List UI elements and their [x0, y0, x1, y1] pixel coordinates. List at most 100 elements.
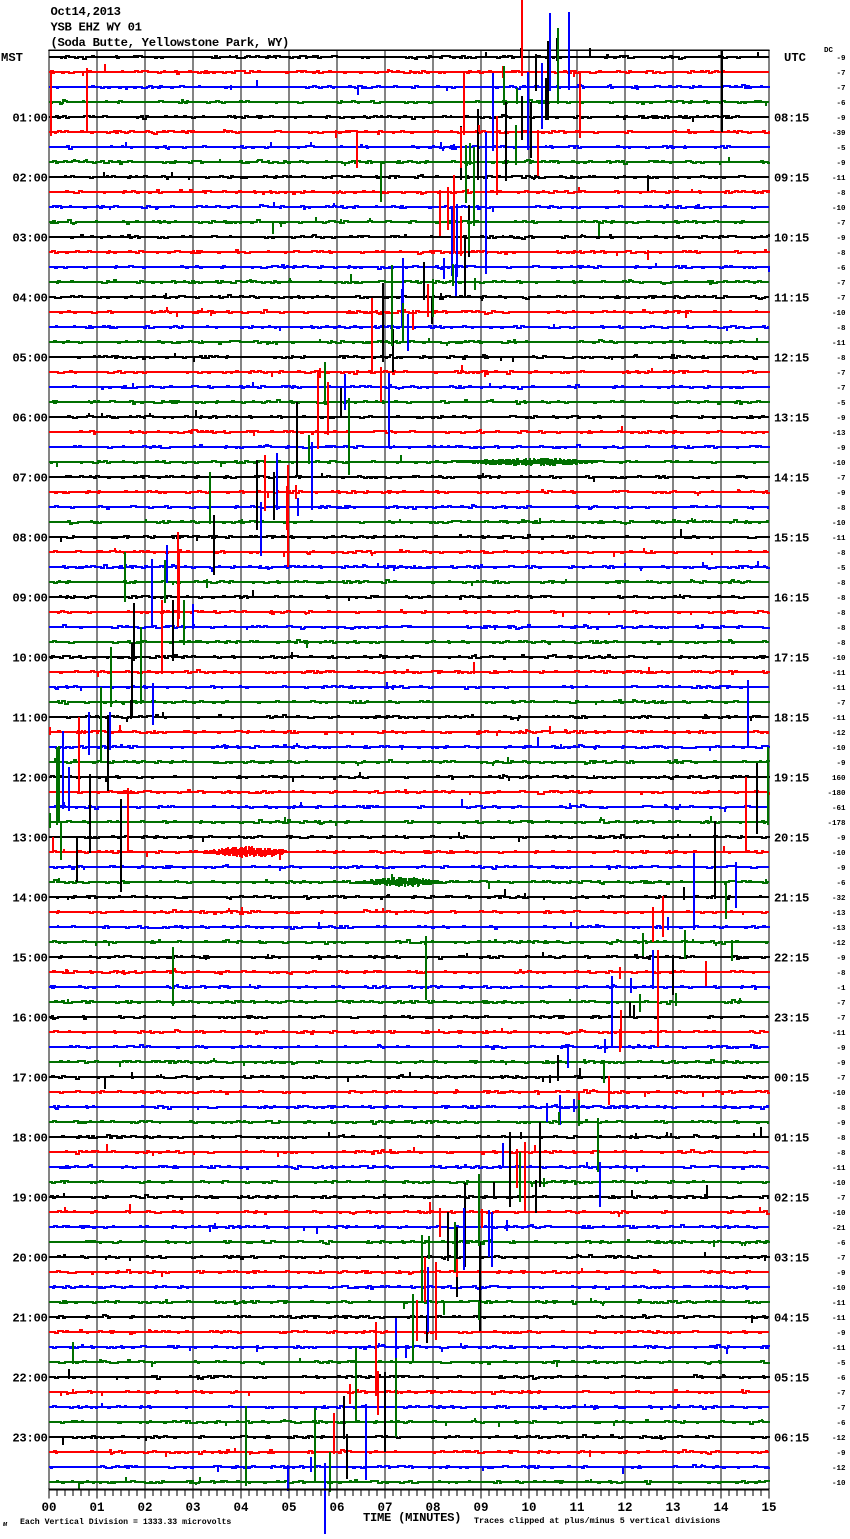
svg-text:Each Vertical Division = 1333.: Each Vertical Division = 1333.33 microvo…	[20, 1517, 231, 1527]
svg-text:-9: -9	[836, 1120, 846, 1128]
svg-text:-10: -10	[832, 310, 846, 318]
svg-text:06: 06	[329, 1501, 344, 1515]
svg-text:21:15: 21:15	[774, 892, 809, 906]
svg-text:160: 160	[832, 775, 846, 783]
svg-text:-5: -5	[836, 565, 846, 573]
svg-text:-8: -8	[836, 1150, 846, 1158]
svg-text:09:00: 09:00	[12, 592, 47, 606]
svg-text:19:00: 19:00	[12, 1192, 47, 1206]
svg-text:20:00: 20:00	[12, 1252, 47, 1266]
svg-text:-6: -6	[836, 1375, 846, 1383]
svg-text:-10: -10	[832, 1285, 846, 1293]
svg-text:04: 04	[233, 1501, 249, 1515]
svg-text:-12: -12	[832, 1465, 846, 1473]
svg-text:-10: -10	[832, 205, 846, 213]
svg-text:-9: -9	[836, 445, 846, 453]
svg-text:00:15: 00:15	[774, 1072, 809, 1086]
svg-text:-7: -7	[836, 1000, 845, 1008]
svg-text:-7: -7	[836, 295, 845, 303]
svg-text:UTC: UTC	[784, 51, 806, 65]
svg-text:00: 00	[41, 1501, 56, 1515]
svg-text:(Soda Butte, Yellowstone Park,: (Soda Butte, Yellowstone Park, WY)	[51, 36, 289, 50]
svg-text:-5: -5	[836, 1360, 846, 1368]
svg-text:04:00: 04:00	[12, 292, 47, 306]
svg-text:05:00: 05:00	[12, 352, 47, 366]
svg-text:-7: -7	[836, 700, 845, 708]
svg-text:-7: -7	[836, 385, 845, 393]
svg-text:MST: MST	[1, 51, 23, 65]
svg-text:02: 02	[137, 1501, 152, 1515]
svg-text:-12: -12	[832, 1435, 846, 1443]
svg-text:-9: -9	[836, 835, 846, 843]
svg-text:11: 11	[569, 1501, 584, 1515]
svg-text:-7: -7	[836, 1405, 845, 1413]
svg-text:14:15: 14:15	[774, 472, 809, 486]
svg-text:-11: -11	[832, 535, 846, 543]
svg-text:17:00: 17:00	[12, 1072, 47, 1086]
svg-text:19:15: 19:15	[774, 772, 809, 786]
svg-text:01:15: 01:15	[774, 1132, 809, 1146]
svg-text:-8: -8	[836, 505, 846, 513]
svg-text:10:00: 10:00	[12, 652, 47, 666]
svg-text:-8: -8	[836, 355, 846, 363]
svg-text:-7: -7	[836, 70, 845, 78]
svg-text:-8: -8	[836, 250, 846, 258]
svg-text:09: 09	[473, 1501, 488, 1515]
svg-text:06:00: 06:00	[12, 412, 47, 426]
svg-text:-10: -10	[832, 1090, 846, 1098]
svg-text:07:00: 07:00	[12, 472, 47, 486]
svg-text:02:00: 02:00	[12, 172, 47, 186]
svg-text:-5: -5	[836, 145, 846, 153]
svg-text:DC: DC	[824, 47, 834, 55]
svg-text:-12: -12	[832, 730, 846, 738]
svg-text:-10: -10	[832, 520, 846, 528]
svg-text:01: 01	[89, 1501, 104, 1515]
svg-text:-13: -13	[832, 430, 846, 438]
svg-text:-8: -8	[836, 625, 846, 633]
svg-text:02:15: 02:15	[774, 1192, 809, 1206]
svg-text:-11: -11	[832, 685, 846, 693]
svg-text:05: 05	[281, 1501, 296, 1515]
svg-text:15:15: 15:15	[774, 532, 809, 546]
svg-text:-11: -11	[832, 1165, 846, 1173]
svg-text:23:00: 23:00	[12, 1432, 47, 1446]
svg-text:18:15: 18:15	[774, 712, 809, 726]
svg-text:-8: -8	[836, 550, 846, 558]
svg-text:23:15: 23:15	[774, 1012, 809, 1026]
svg-text:13: 13	[665, 1501, 680, 1515]
svg-text:-10: -10	[832, 460, 846, 468]
svg-text:-11: -11	[832, 1300, 846, 1308]
svg-text:-7: -7	[836, 1195, 845, 1203]
svg-text:-10: -10	[832, 655, 846, 663]
svg-text:-10: -10	[832, 1480, 846, 1488]
svg-text:YSB EHZ WY 01: YSB EHZ WY 01	[51, 21, 142, 35]
svg-text:-11: -11	[832, 715, 846, 723]
svg-text:-61: -61	[832, 805, 846, 813]
svg-text:-9: -9	[836, 1270, 846, 1278]
svg-text:м: м	[2, 1521, 8, 1529]
svg-text:-178: -178	[827, 820, 846, 828]
svg-text:05:15: 05:15	[774, 1372, 809, 1386]
svg-text:-11: -11	[832, 1315, 846, 1323]
svg-text:-8: -8	[836, 1135, 846, 1143]
svg-text:TIME (MINUTES): TIME (MINUTES)	[363, 1511, 461, 1525]
svg-text:13:15: 13:15	[774, 412, 809, 426]
svg-text:04:15: 04:15	[774, 1312, 809, 1326]
svg-text:11:15: 11:15	[774, 292, 809, 306]
svg-text:12:00: 12:00	[12, 772, 47, 786]
svg-text:-7: -7	[836, 1015, 845, 1023]
svg-text:-7: -7	[836, 1075, 845, 1083]
svg-text:-9: -9	[836, 235, 846, 243]
svg-text:-180: -180	[827, 790, 846, 798]
svg-text:-13: -13	[832, 925, 846, 933]
svg-text:14:00: 14:00	[12, 892, 47, 906]
svg-text:-8: -8	[836, 325, 846, 333]
svg-text:-9: -9	[836, 760, 846, 768]
svg-text:16:15: 16:15	[774, 592, 809, 606]
svg-text:12:15: 12:15	[774, 352, 809, 366]
svg-text:-5: -5	[836, 400, 846, 408]
svg-text:Traces clipped at plus/minus 5: Traces clipped at plus/minus 5 vertical …	[474, 1516, 720, 1526]
svg-text:15: 15	[761, 1501, 776, 1515]
svg-text:-6: -6	[836, 100, 846, 108]
svg-text:21:00: 21:00	[12, 1312, 47, 1326]
